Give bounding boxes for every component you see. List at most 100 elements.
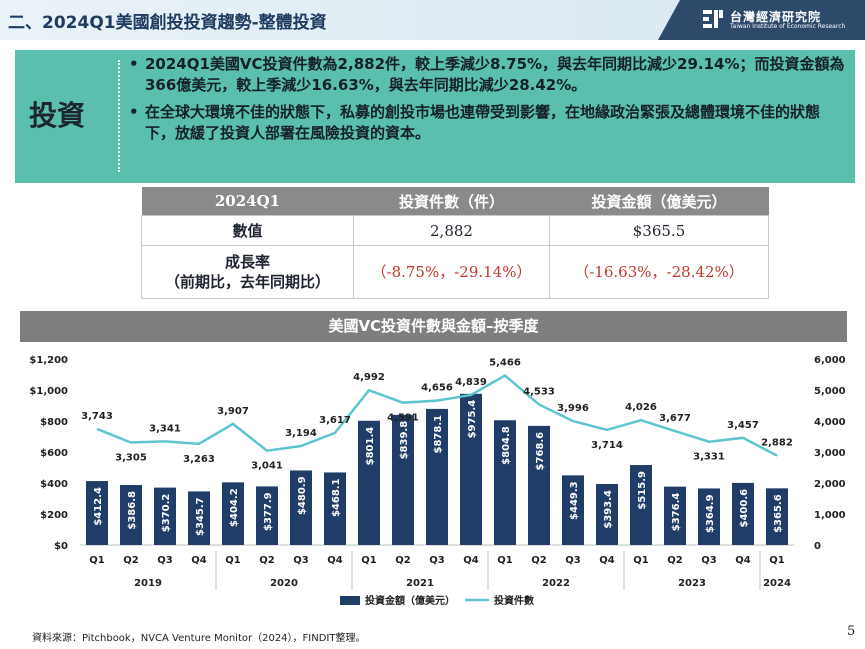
x-tick-quarter: Q3 (293, 555, 309, 566)
line-data-label: 3,305 (115, 453, 147, 464)
bar-data-label: $400.6 (739, 489, 750, 528)
line-data-label: 4,591 (387, 413, 419, 424)
x-tick-quarter: Q1 (89, 555, 105, 566)
summary-bullets: 2024Q1美國VC投資件數為2,882件，較上季減少8.75%，與去年同期比減… (127, 54, 849, 150)
right-axis-tick: 0 (814, 541, 821, 552)
x-tick-quarter: Q2 (667, 555, 683, 566)
bar-amount (596, 484, 618, 545)
x-tick-quarter: Q4 (463, 555, 479, 566)
line-data-label: 3,677 (659, 413, 691, 424)
row-label-growth: 成長率 （前期比，去年同期比） (141, 245, 354, 299)
bar-amount (698, 488, 720, 545)
line-data-label: 3,743 (81, 411, 113, 422)
line-data-label: 4,839 (455, 377, 487, 388)
vc-quarterly-chart: $0 $200 $400 $600 $800 $1,000 $1,200 0 1,000 2,00… (29, 355, 846, 607)
bar-data-label: $376.4 (671, 493, 682, 532)
bar-amount (766, 488, 788, 545)
bar-amount (358, 420, 380, 545)
bar-data-label: $345.7 (195, 497, 206, 536)
line-data-label: 4,992 (353, 372, 385, 383)
cell-count-value: 2,882 (353, 215, 550, 246)
bar-data-label: $370.2 (161, 494, 172, 533)
page-number: 5 (847, 624, 856, 639)
header-logo-band (658, 0, 865, 40)
x-tick-quarter: Q2 (395, 555, 411, 566)
bar-amount (324, 472, 346, 545)
bar-amount (732, 482, 754, 545)
bar-data-label: $404.2 (229, 488, 240, 527)
x-tick-year: 2023 (678, 578, 706, 589)
x-tick-quarter: Q4 (599, 555, 615, 566)
bar-amount (562, 475, 584, 545)
source-note: 資料來源：Pitchbook，NVCA Venture Monitor（2024… (32, 633, 366, 644)
bar-amount (528, 425, 550, 545)
bar-amount (290, 470, 312, 545)
bar-data-label: $768.6 (535, 432, 546, 471)
slide-header: 二、2024Q1美國創投投資趨勢-整體投資 台灣經濟研究院 Taiwan Ins… (0, 0, 865, 40)
bar-data-label: $377.9 (263, 492, 274, 531)
bar-data-label: $975.4 (467, 400, 478, 439)
bar-data-label: $365.6 (773, 494, 784, 533)
bar-amount (86, 481, 108, 545)
x-tick-quarter: Q3 (565, 555, 581, 566)
x-tick-quarter: Q2 (259, 555, 275, 566)
table-header-amount: 投資金額（億美元） (549, 187, 769, 216)
x-tick-quarter: Q2 (123, 555, 139, 566)
table-row-growth: 成長率 （前期比，去年同期比） （-8.75%，-29.14%） （-16.63… (141, 245, 769, 299)
bar-data-label: $878.1 (433, 415, 444, 454)
left-axis-tick: $600 (40, 448, 68, 459)
bar-amount (392, 414, 414, 545)
summary-divider (118, 60, 120, 172)
row-label-growth-line2: （前期比，去年同期比） (164, 273, 330, 291)
x-tick-quarter: Q2 (531, 555, 547, 566)
right-axis-tick: 1,000 (814, 510, 846, 521)
bar-data-label: $364.9 (705, 494, 716, 533)
table-header-row: 2024Q1 投資件數（件） 投資金額（億美元） (141, 187, 769, 216)
x-tick-year: 2022 (542, 578, 570, 589)
line-data-label: 3,194 (285, 428, 317, 439)
x-tick-quarter: Q4 (327, 555, 343, 566)
x-tick-quarter: Q4 (191, 555, 207, 566)
line-data-label: 4,533 (523, 386, 555, 397)
metrics-table: 2024Q1 投資件數（件） 投資金額（億美元） 數值 2,882 $365.5… (141, 187, 769, 299)
x-tick-quarter: Q1 (361, 555, 377, 566)
x-tick-quarter: Q3 (157, 555, 173, 566)
x-tick-quarter: Q3 (701, 555, 717, 566)
left-axis-tick: $800 (40, 417, 68, 428)
line-data-label: 4,656 (421, 383, 453, 394)
logo-text: 台灣經濟研究院 (730, 10, 822, 24)
bar-data-label: $801.4 (365, 427, 376, 466)
summary-box: 投資 2024Q1美國VC投資件數為2,882件，較上季減少8.75%，與去年同… (15, 50, 855, 183)
line-data-label: 3,041 (251, 461, 283, 472)
bar-data-label: $804.8 (501, 426, 512, 465)
bullet-item: 2024Q1美國VC投資件數為2,882件，較上季減少8.75%，與去年同期比減… (127, 54, 849, 96)
line-data-label: 3,996 (557, 403, 589, 414)
line-data-label: 4,026 (625, 402, 657, 413)
cell-count-growth: （-8.75%，-29.14%） (353, 245, 550, 299)
line-deal-count (96, 374, 778, 457)
bullet-item: 在全球大環境不佳的狀態下，私募的創投市場也連帶受到影響，在地緣政治緊張及總體環境… (127, 102, 849, 144)
page-title: 二、2024Q1美國創投投資趨勢-整體投資 (8, 13, 327, 33)
bar-amount (188, 491, 210, 545)
summary-label: 投資 (29, 99, 86, 132)
bar-data-label: $386.8 (127, 491, 138, 530)
bar-data-label: $515.9 (637, 471, 648, 510)
line-data-label: 3,907 (217, 406, 249, 417)
bar-data-label: $412.4 (93, 487, 104, 526)
x-tick-quarter: Q3 (429, 555, 445, 566)
right-axis-tick: 6,000 (814, 355, 846, 366)
table-header-count: 投資件數（件） (353, 187, 550, 216)
x-tick-year: 2021 (406, 578, 434, 589)
bar-amount (154, 487, 176, 545)
left-axis-tick: $0 (54, 541, 68, 552)
x-tick-quarter: Q1 (769, 555, 785, 566)
bar-amount (426, 408, 448, 545)
tier-logo-icon (703, 10, 723, 28)
bar-amount (120, 485, 142, 545)
table-row-value: 數值 2,882 $365.5 (141, 215, 769, 246)
right-axis-tick: 4,000 (814, 417, 846, 428)
x-tick-quarter: Q4 (735, 555, 751, 566)
line-data-label: 3,457 (727, 420, 759, 431)
bar-data-label: $393.4 (603, 490, 614, 529)
legend-label-count: 投資件數 (494, 594, 534, 607)
